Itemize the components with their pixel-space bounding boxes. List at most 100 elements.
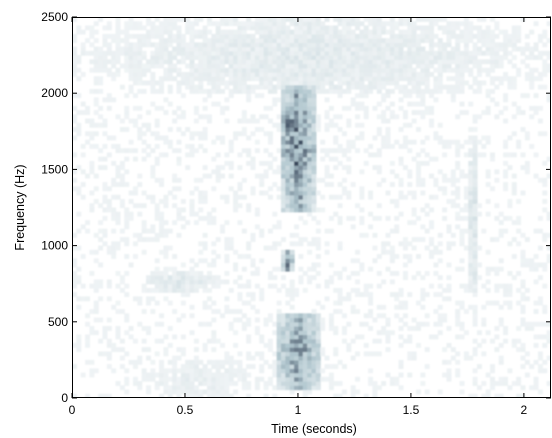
spectrogram-cell: [298, 46, 304, 52]
spectrogram-cell: [176, 215, 182, 221]
spectrogram-cell: [224, 17, 230, 22]
spectrogram-cell: [376, 131, 382, 137]
spectrogram-cell: [468, 220, 474, 226]
spectrogram-cell: [198, 376, 204, 382]
spectrogram-cell: [346, 118, 352, 124]
spectrogram-cell: [372, 46, 378, 52]
spectrogram-cell: [359, 262, 365, 268]
spectrogram-cell: [328, 376, 334, 382]
spectrogram-cell: [141, 156, 147, 162]
spectrogram-cell: [80, 254, 86, 259]
spectrogram-cell: [272, 211, 278, 217]
spectrogram-cell: [363, 17, 369, 22]
spectrogram-cell: [503, 42, 509, 48]
spectrogram-cell: [337, 59, 343, 65]
spectrogram-cell: [206, 359, 212, 365]
spectrogram-cell: [289, 317, 295, 323]
spectrogram-cell: [520, 152, 526, 158]
spectrogram-cell: [315, 271, 321, 276]
spectrogram-cell: [159, 46, 165, 52]
spectrogram-cell: [285, 88, 291, 94]
spectrogram-cell: [503, 46, 509, 52]
spectrogram-cell: [468, 177, 474, 183]
spectrogram-cell: [202, 245, 208, 251]
spectrogram-cell: [98, 156, 104, 162]
spectrogram-cell: [141, 33, 147, 39]
spectrogram-cell: [455, 372, 461, 378]
spectrogram-cell: [89, 118, 95, 124]
spectrogram-cell: [276, 84, 282, 90]
spectrogram-cell: [141, 67, 147, 73]
spectrogram-cell: [307, 63, 313, 69]
spectrogram-cell: [529, 326, 535, 331]
spectrogram-cell: [307, 84, 313, 90]
spectrogram-cell: [315, 262, 321, 268]
spectrogram-cell: [494, 287, 500, 293]
spectrogram-cell: [102, 59, 108, 65]
spectrogram-cell: [172, 110, 178, 115]
spectrogram-cell: [529, 364, 535, 369]
spectrogram-cell: [429, 249, 435, 255]
spectrogram-cell: [128, 148, 134, 154]
spectrogram-cell: [267, 342, 273, 348]
spectrogram-cell: [115, 72, 121, 77]
spectrogram-cell: [289, 127, 295, 132]
spectrogram-cell: [463, 17, 469, 22]
spectrogram-cell: [154, 88, 160, 94]
spectrogram-cell: [368, 211, 374, 217]
spectrogram-cell: [398, 105, 404, 111]
spectrogram-cell: [206, 376, 212, 382]
spectrogram-cell: [189, 266, 195, 272]
spectrogram-cell: [202, 131, 208, 137]
spectrogram-cell: [137, 300, 143, 306]
spectrogram-cell: [389, 33, 395, 39]
spectrogram-cell: [459, 63, 465, 69]
spectrogram-cell: [272, 266, 278, 272]
spectrogram-cell: [511, 55, 517, 60]
spectrogram-cell: [289, 372, 295, 378]
spectrogram-cell: [333, 63, 339, 69]
spectrogram-cell: [150, 296, 156, 302]
spectrogram-cell: [176, 186, 182, 192]
spectrogram-cell: [503, 50, 509, 56]
spectrogram-cell: [263, 381, 269, 386]
spectrogram-cell: [215, 29, 221, 35]
spectrogram-cell: [298, 190, 304, 196]
spectrogram-cell: [189, 29, 195, 35]
spectrogram-cell: [542, 63, 548, 69]
spectrogram-cell: [363, 84, 369, 90]
spectrogram-cell: [76, 131, 82, 137]
spectrogram-cell: [228, 376, 234, 382]
spectrogram-cell: [233, 80, 239, 86]
spectrogram-cell: [472, 321, 478, 327]
spectrogram-cell: [307, 190, 313, 196]
spectrogram-cell: [298, 169, 304, 175]
spectrogram-cell: [259, 258, 265, 264]
spectrogram-cell: [237, 186, 243, 192]
spectrogram-cell: [346, 33, 352, 39]
spectrogram-cell: [294, 224, 300, 230]
spectrogram-cell: [289, 122, 295, 128]
spectrogram-cell: [498, 55, 504, 60]
spectrogram-cell: [511, 237, 517, 242]
spectrogram-cell: [206, 55, 212, 60]
spectrogram-cell: [328, 385, 334, 391]
spectrogram-cell: [468, 127, 474, 132]
spectrogram-cell: [298, 376, 304, 382]
spectrogram-cell: [376, 330, 382, 336]
spectrogram-cell: [124, 29, 130, 35]
spectrogram-cell: [311, 385, 317, 391]
spectrogram-cell: [455, 203, 461, 209]
spectrogram-cell: [328, 326, 334, 331]
spectrogram-cell: [302, 177, 308, 183]
spectrogram-cell: [254, 173, 260, 179]
spectrogram-cell: [302, 131, 308, 137]
spectrogram-cell: [220, 165, 226, 170]
spectrogram-cell: [524, 135, 530, 141]
spectrogram-cell: [542, 33, 548, 39]
spectrogram-cell: [472, 165, 478, 170]
spectrogram-cell: [167, 279, 173, 285]
spectrogram-cell: [237, 296, 243, 302]
spectrogram-cell: [215, 84, 221, 90]
spectrogram-cell: [215, 76, 221, 82]
